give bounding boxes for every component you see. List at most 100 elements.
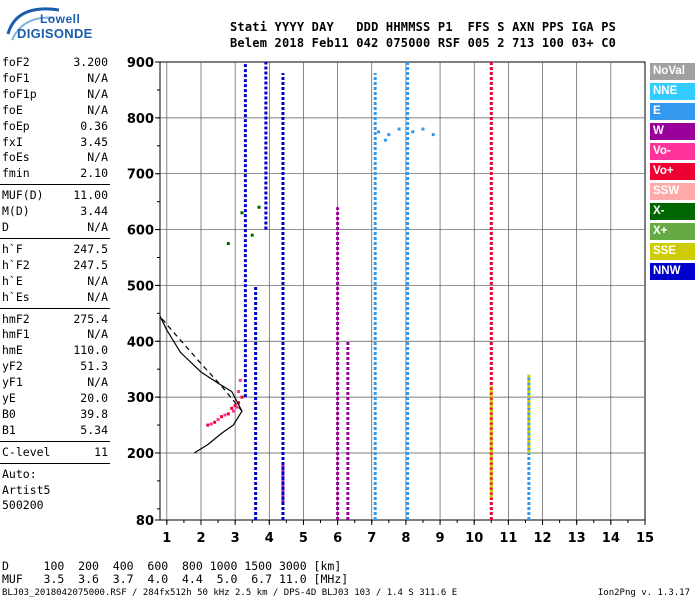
distance-row: D 100 200 400 600 800 1000 1500 3000 [km… (2, 559, 342, 573)
y-tick-label: 800 (127, 112, 154, 127)
echo-point (223, 413, 227, 417)
param-label: hmF1 (2, 327, 30, 342)
param-value: N/A (87, 150, 108, 165)
x-tick-label: 7 (367, 531, 376, 546)
x-tick-label: 9 (436, 531, 445, 546)
header-row-values: Belem 2018 Feb11 042 075000 RSF 005 2 71… (230, 36, 617, 50)
param-label: hmE (2, 343, 23, 358)
param-value: 3.200 (73, 55, 108, 69)
param-value: 11 (94, 444, 108, 459)
param-value: N/A (87, 375, 108, 390)
param-label: Auto: (2, 466, 37, 481)
x-tick-label: 10 (465, 531, 483, 546)
param-label: h`F (2, 241, 23, 256)
param-value: N/A (87, 327, 108, 342)
param-label: foE (2, 102, 23, 117)
echo-point (411, 130, 415, 134)
param-row: yF2 51.3 (2, 359, 108, 373)
param-value: 247.5 (73, 257, 108, 272)
param-label: fmin (2, 166, 30, 181)
param-row: 500200 (2, 498, 108, 512)
param-label: yF1 (2, 375, 23, 390)
echo-point (237, 390, 241, 394)
param-label: hmF2 (2, 311, 30, 326)
electron-density-profile (159, 315, 243, 454)
param-row: h`Es N/A (2, 290, 108, 304)
param-row: h`E N/A (2, 274, 108, 288)
echo-point (240, 395, 244, 399)
y-tick-label: 500 (127, 279, 154, 294)
param-value: 39.8 (80, 406, 108, 421)
legend-item: NNW (650, 263, 695, 280)
x-tick-label: 3 (231, 531, 240, 546)
param-label: foF1p (2, 86, 37, 101)
param-value: N/A (87, 220, 108, 234)
logo-text-digisonde: DIGISONDE (17, 26, 93, 41)
param-label: B1 (2, 422, 16, 437)
param-value: 0.36 (80, 118, 108, 133)
y-tick-label: 300 (127, 391, 154, 406)
param-row: Artist5 (2, 483, 108, 497)
param-label: M(D) (2, 204, 30, 219)
polarization-legend: NoVal NNE E W Vo- Vo+ SSW X- X+ SSE NNW (650, 63, 695, 283)
legend-item: W (650, 123, 695, 140)
echo-point (377, 130, 381, 134)
echo-point (383, 138, 387, 142)
param-value: 247.5 (73, 241, 108, 256)
param-row: foF1p N/A (2, 87, 108, 101)
legend-item: NoVal (650, 63, 695, 80)
x-tick-label: 13 (568, 531, 586, 546)
y-tick-label: 80 (136, 514, 154, 529)
param-label: h`F2 (2, 257, 30, 272)
x-tick-label: 12 (533, 531, 551, 546)
legend-item: Vo+ (650, 163, 695, 180)
echo-point (387, 133, 391, 137)
param-row: B0 39.8 (2, 407, 108, 421)
y-tick-label: 600 (127, 224, 154, 239)
echo-point (235, 405, 239, 409)
version-footer: Ion2Png v. 1.3.17 (597, 588, 690, 598)
legend-item: SSW (650, 183, 695, 200)
param-value: 5.34 (80, 422, 108, 437)
x-tick-label: 4 (265, 531, 274, 546)
param-label: MUF(D) (2, 188, 44, 203)
echo-point (233, 404, 237, 407)
x-tick-label: 1 (162, 531, 171, 546)
header-row-labels: Stati YYYY DAY DDD HHMMSS P1 FFS S AXN P… (230, 20, 617, 34)
echo-point (421, 127, 425, 131)
digisonde-logo: Lowell DIGISONDE (2, 2, 122, 52)
param-row: hmE 110.0 (2, 343, 108, 357)
param-separator (0, 440, 110, 442)
echo-point (216, 417, 220, 421)
param-row: foEp 0.36 (2, 119, 108, 133)
param-label: D (2, 220, 9, 234)
param-label: foEp (2, 118, 30, 133)
param-row: fxI 3.45 (2, 135, 108, 149)
param-value: N/A (87, 273, 108, 288)
param-row: hmF1 N/A (2, 327, 108, 341)
param-row: hmF2 275.4 (2, 312, 108, 326)
param-value: 3.45 (80, 134, 108, 149)
param-separator (0, 184, 110, 186)
x-tick-label: 11 (499, 531, 517, 546)
legend-item: X+ (650, 223, 695, 240)
x-tick-label: 14 (602, 531, 620, 546)
param-label: fxI (2, 134, 23, 149)
legend-item: SSE (650, 243, 695, 260)
param-label: h`E (2, 273, 23, 288)
profile-extrapolation-dashed (159, 315, 243, 412)
param-value: N/A (87, 102, 108, 117)
echo-point (206, 423, 210, 427)
echo-point (431, 133, 435, 137)
param-value: N/A (87, 289, 108, 304)
file-info-footer: BLJ03_2018042075000.RSF / 284fx512h 50 k… (2, 588, 458, 598)
plot-frame (159, 61, 646, 521)
param-value: 2.10 (80, 166, 108, 181)
legend-item: E (650, 103, 695, 120)
param-row: M(D) 3.44 (2, 204, 108, 218)
param-value: N/A (87, 70, 108, 85)
param-separator (0, 237, 110, 239)
echo-point (209, 422, 213, 426)
param-label: foF1 (2, 70, 30, 85)
param-label: 500200 (2, 498, 44, 513)
